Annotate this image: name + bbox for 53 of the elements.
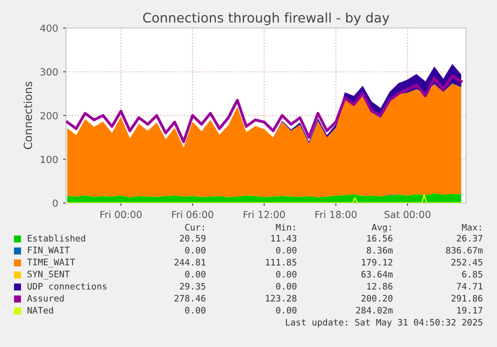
y-tick-label: 300 <box>40 68 58 76</box>
legend-label: Established <box>28 234 86 242</box>
text: 244.81 <box>174 258 206 266</box>
text: 63.64m <box>361 270 393 278</box>
legend-label: Assured <box>27 294 64 302</box>
text: 291.86 <box>452 294 482 302</box>
text: 0.00 <box>276 282 296 290</box>
text: 252.45 <box>452 258 482 266</box>
legend-label: UDP connections <box>28 282 106 290</box>
text: 111.85 <box>266 258 296 266</box>
text: 278.46 <box>174 294 206 302</box>
text: 29.35 <box>180 282 206 290</box>
text: 0.00 <box>276 270 296 278</box>
text: 284.02m <box>356 306 393 314</box>
text: Max: <box>462 224 481 231</box>
x-tick-label: Sat 00:00 <box>384 210 430 218</box>
text: 200.20 <box>362 294 392 302</box>
text: 0.00 <box>276 306 296 314</box>
legend-label: SYN_SENT <box>28 270 70 280</box>
text: 0.00 <box>185 246 206 254</box>
chart-title: Connections through firewall - by day <box>143 12 390 26</box>
y-tick-label: 400 <box>40 24 58 32</box>
x-tick-label: Fri 06:00 <box>172 210 214 218</box>
x-tick-label: Fri 18:00 <box>315 210 357 218</box>
y-tick-label: 0 <box>52 199 58 207</box>
text: 16.56 <box>367 234 392 242</box>
text: 20.59 <box>180 234 206 242</box>
x-tick-label: Fri 00:00 <box>100 210 142 218</box>
y-tick-label: 200 <box>40 112 58 120</box>
legend-label: FIN_WAIT <box>28 246 70 256</box>
line-series <box>66 74 463 144</box>
legend-label: NATed <box>28 306 53 314</box>
text: Min: <box>276 224 295 230</box>
text: Last update: Sat May 31 04:50:32 2025 <box>286 318 482 328</box>
text: 6.85 <box>462 270 482 278</box>
text: 26.37 <box>456 234 482 242</box>
y-tick-label: 100 <box>40 156 58 164</box>
text: 836.67m <box>446 246 483 254</box>
text: 12.86 <box>367 282 392 290</box>
text: 0.00 <box>185 306 206 314</box>
text: 74.71 <box>456 282 482 290</box>
text: Avg: <box>372 224 391 232</box>
legend-label: TIME_WAIT <box>27 258 75 268</box>
text: 0.00 <box>276 246 296 254</box>
text: 179.12 <box>362 258 392 266</box>
x-tick-label: Fri 12:00 <box>244 210 285 218</box>
text: 0.00 <box>185 270 206 278</box>
text: 8.36m <box>366 246 393 254</box>
text: 19.17 <box>457 306 482 314</box>
y-axis-title: Connections <box>23 82 32 150</box>
text: 123.28 <box>266 294 296 302</box>
text: Cur: <box>185 224 204 231</box>
text: 11.43 <box>271 234 296 242</box>
